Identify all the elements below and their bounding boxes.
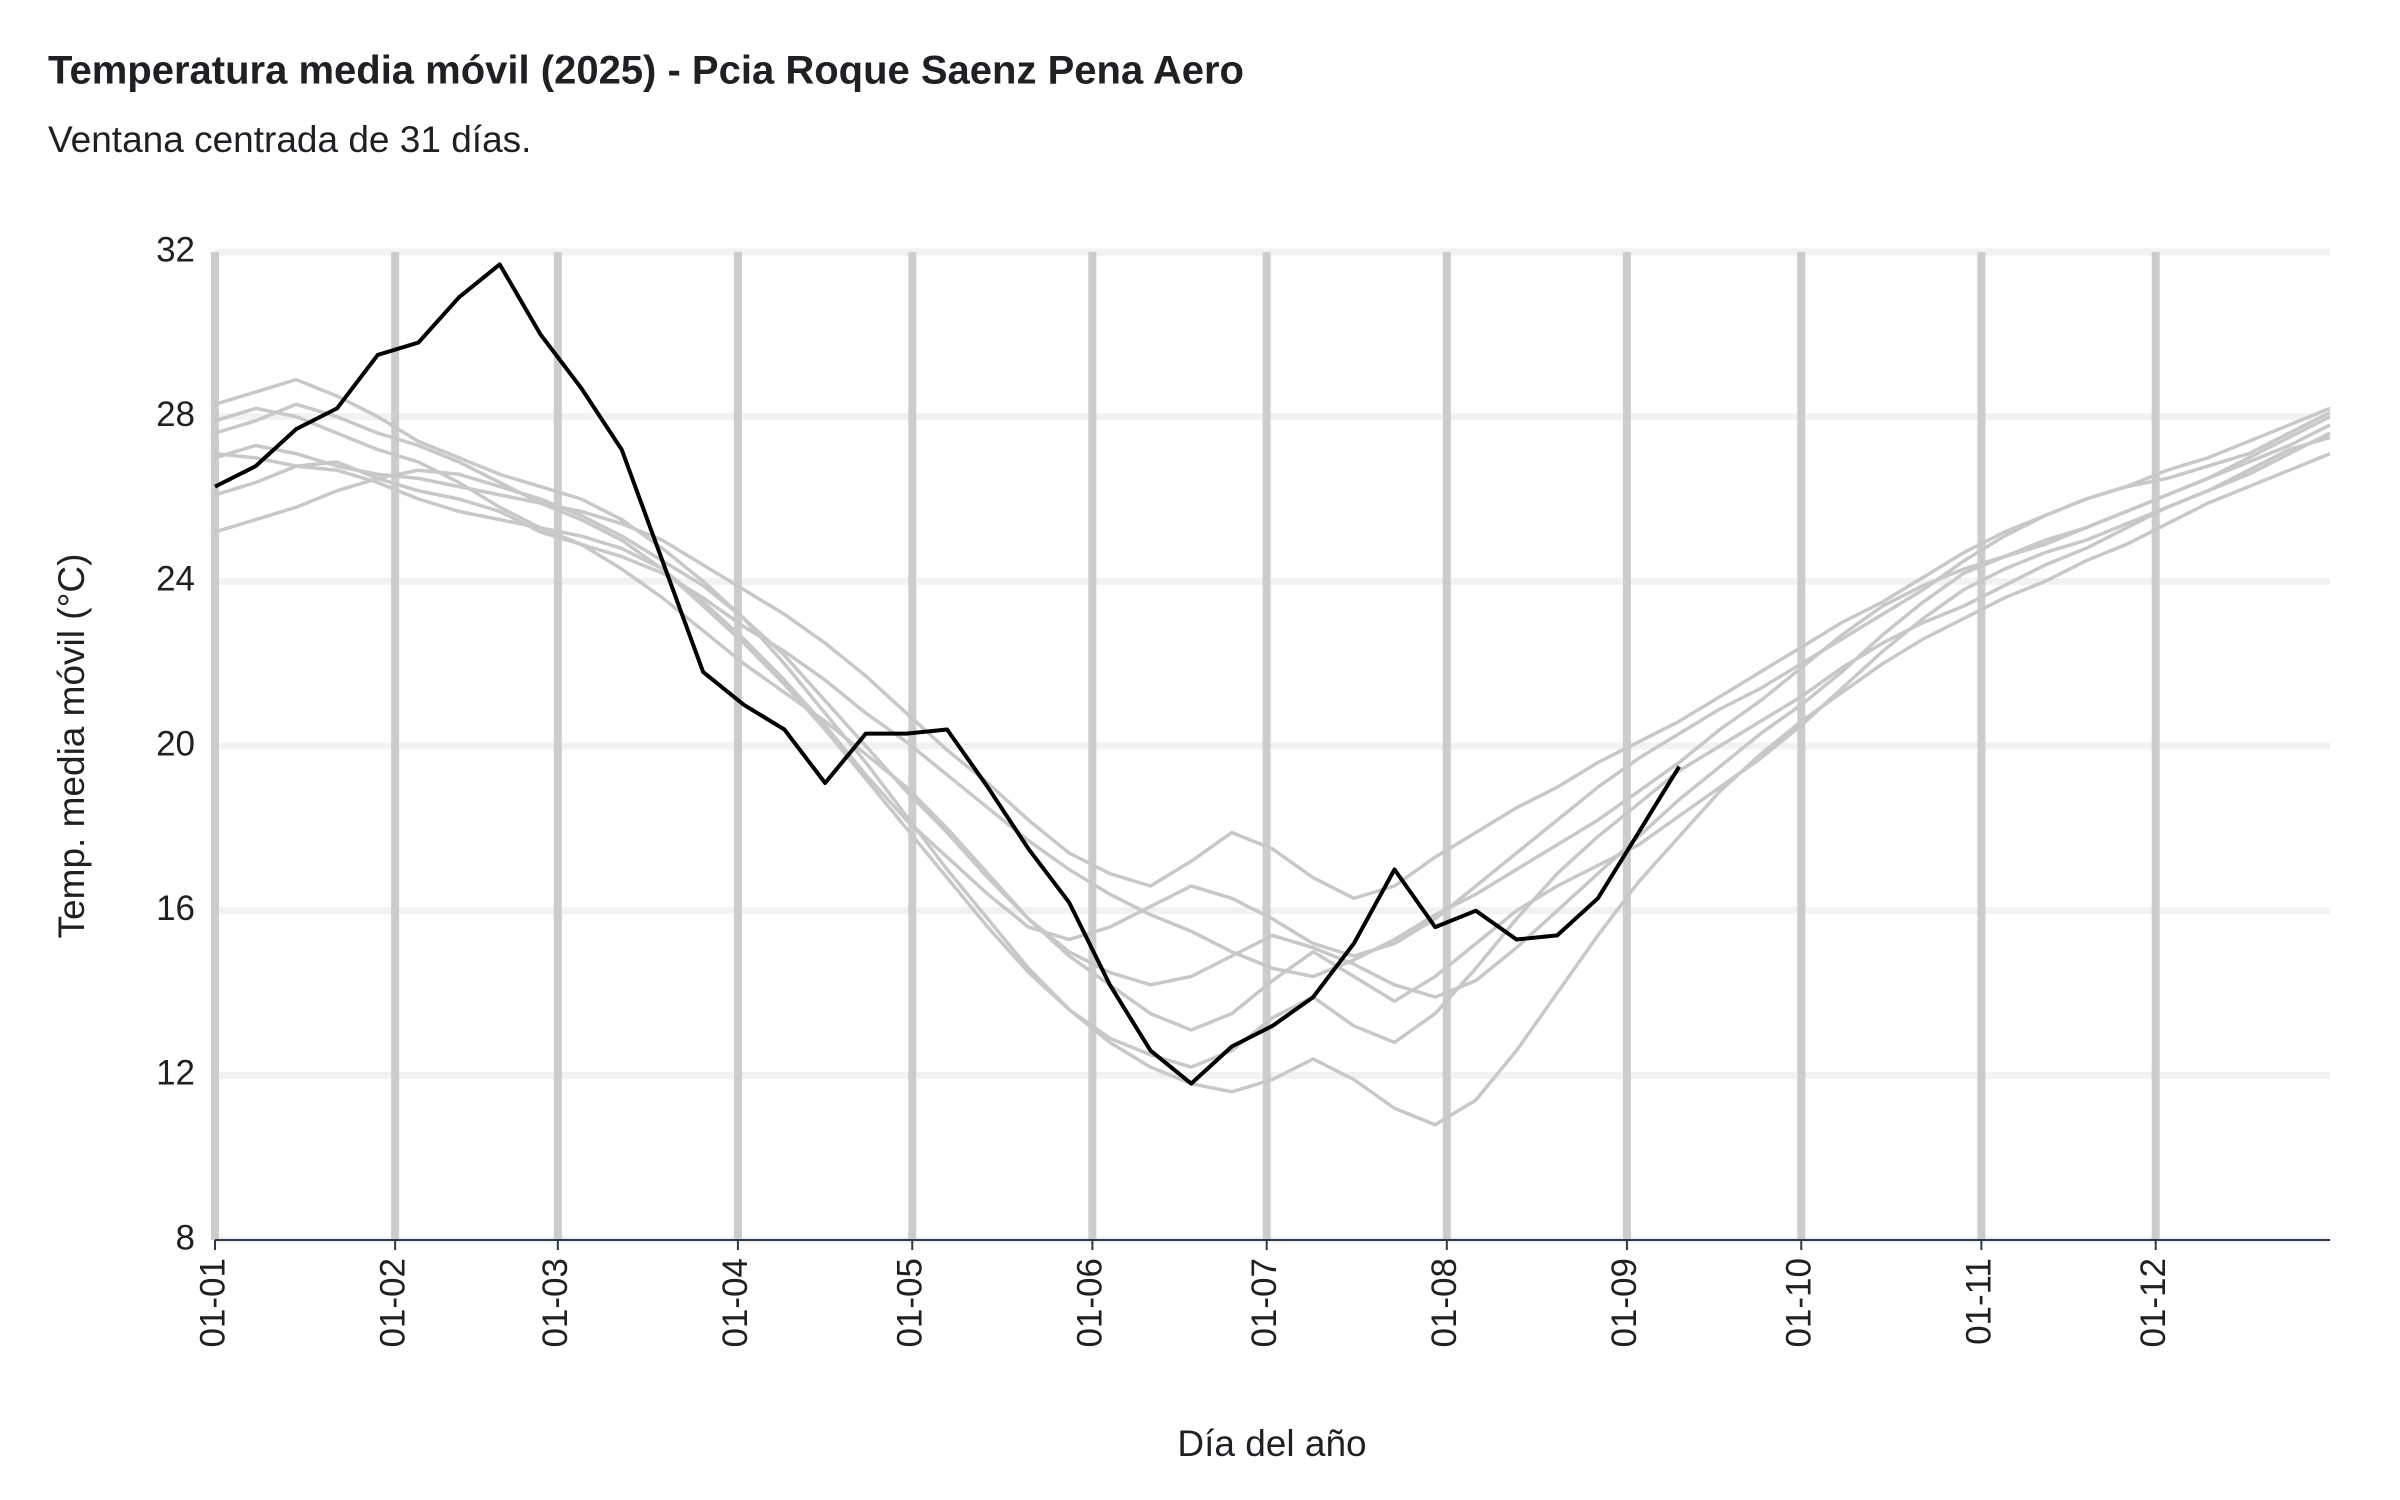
series-line: [214, 410, 2331, 958]
y-tick-label: 8: [176, 1218, 195, 1257]
series-line: [214, 406, 2331, 901]
series-line: [214, 423, 2331, 999]
series-line: [214, 262, 1681, 1086]
y-tick-label: 32: [156, 230, 195, 269]
x-tick-label: 01-01: [193, 1258, 232, 1348]
x-tick-label: 01-06: [1071, 1258, 1110, 1348]
series-line: [214, 402, 2331, 1127]
x-tick-label: 01-07: [1245, 1258, 1284, 1348]
x-tick-label: 01-05: [891, 1258, 930, 1348]
x-tick-label: 01-12: [2134, 1258, 2173, 1348]
x-axis-label: Día del año: [1177, 1423, 1366, 1464]
series-line: [214, 406, 2331, 1032]
x-tick-label: 01-11: [1960, 1258, 1999, 1345]
x-tick-label: 01-02: [373, 1258, 412, 1348]
y-tick-label: 12: [156, 1054, 195, 1093]
y-tick-label: 20: [156, 724, 195, 763]
y-axis-label: Temp. media móvil (°C): [51, 554, 92, 939]
x-tick-label: 01-08: [1425, 1258, 1464, 1348]
x-tick-label: 01-10: [1780, 1258, 1819, 1348]
y-tick-label: 28: [156, 395, 195, 434]
x-tick-label: 01-09: [1605, 1258, 1644, 1348]
x-tick-label: 01-04: [716, 1258, 755, 1348]
y-tick-label: 24: [156, 560, 195, 599]
chart-subtitle: Ventana centrada de 31 días.: [48, 119, 531, 160]
series-line: [214, 377, 2331, 1069]
y-tick-label: 16: [156, 889, 195, 928]
x-tick-label: 01-03: [536, 1258, 575, 1348]
chart-title: Temperatura media móvil (2025) - Pcia Ro…: [48, 49, 1244, 93]
